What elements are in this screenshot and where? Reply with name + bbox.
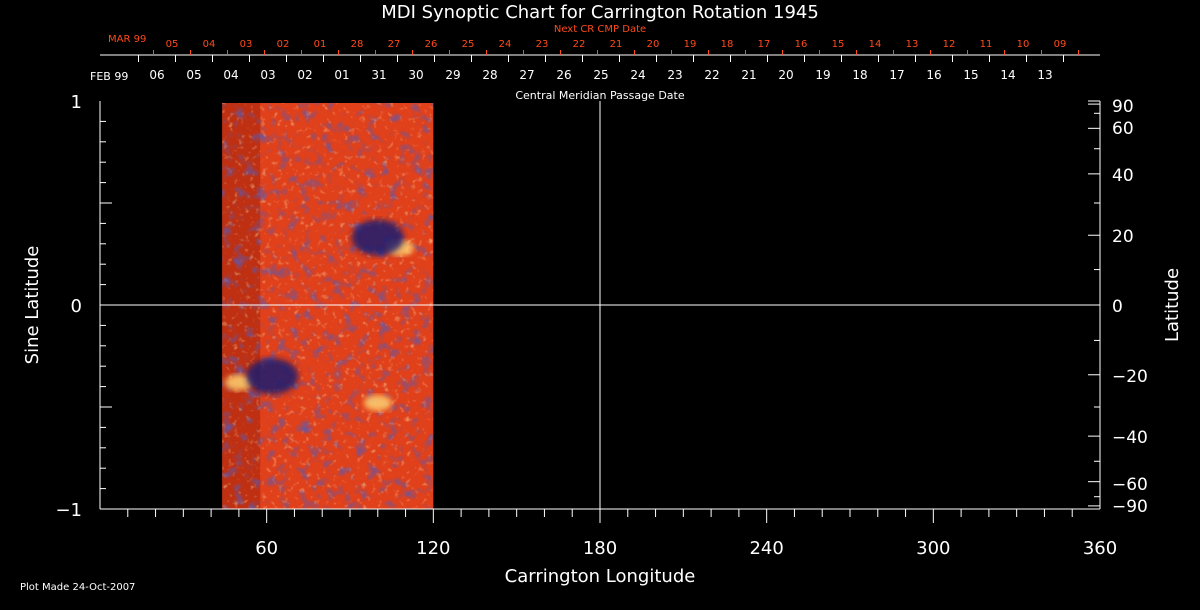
cmp-date-label: 14 xyxy=(1000,68,1015,82)
magnetogram-map xyxy=(222,103,434,509)
cmp-date-label: 25 xyxy=(593,68,608,82)
next-cr-date-label: 04 xyxy=(203,39,216,50)
dark-region xyxy=(351,219,404,256)
cmp-date-label: 13 xyxy=(1037,68,1052,82)
y-right-tick-label: 90 xyxy=(1112,97,1134,117)
plot-made-footer: Plot Made 24-Oct-2007 xyxy=(20,582,135,593)
cmp-date-label: 22 xyxy=(704,68,719,82)
cmp-date-label: 02 xyxy=(297,68,312,82)
next-cr-date-label: 11 xyxy=(980,39,993,50)
x-tick-label: 240 xyxy=(749,538,783,559)
cmp-date-label: 20 xyxy=(778,68,793,82)
x-tick-label: 360 xyxy=(1083,538,1117,559)
next-cr-date-label: 16 xyxy=(795,39,808,50)
next-cr-date-label: 03 xyxy=(240,39,253,50)
cmp-date-label: 06 xyxy=(149,68,164,82)
y-axis-label-right: Latitude xyxy=(1162,268,1183,342)
x-tick-label: 300 xyxy=(916,538,950,559)
cmp-date-label: 18 xyxy=(852,68,867,82)
cmp-date-label: 17 xyxy=(889,68,904,82)
y-right-tick-label: −90 xyxy=(1112,497,1148,517)
cmp-date-label: 28 xyxy=(482,68,497,82)
y-right-tick-label: 60 xyxy=(1112,119,1134,139)
cmp-date-label: 23 xyxy=(667,68,682,82)
cmp-date-label: 16 xyxy=(926,68,941,82)
cmp-date-label: 04 xyxy=(223,68,238,82)
x-tick-label: 60 xyxy=(255,538,278,559)
next-cr-date-label: 23 xyxy=(536,39,549,50)
y-right-tick-label: 20 xyxy=(1112,227,1134,247)
cmp-date-label: 27 xyxy=(519,68,534,82)
next-cr-date-label: 18 xyxy=(721,39,734,50)
cmp-date-label: 29 xyxy=(445,68,460,82)
bright-region xyxy=(224,374,253,391)
x-axis-label: Carrington Longitude xyxy=(505,566,696,587)
next-cr-date-label: 13 xyxy=(906,39,919,50)
chart-title: MDI Synoptic Chart for Carrington Rotati… xyxy=(381,2,819,23)
y-left-tick-label: 1 xyxy=(71,92,82,113)
next-cr-date-label: 24 xyxy=(499,39,512,50)
next-cr-axis-label: Next CR CMP Date xyxy=(554,24,646,35)
next-cr-date-label: 19 xyxy=(684,39,697,50)
y-axis-label-left: Sine Latitude xyxy=(22,246,43,365)
next-cr-date-label: 25 xyxy=(462,39,475,50)
next-cr-date-label: 05 xyxy=(166,39,179,50)
cmp-date-label: 31 xyxy=(371,68,386,82)
cmp-date-label: 19 xyxy=(815,68,830,82)
y-right-tick-label: 40 xyxy=(1112,166,1134,186)
next-cr-date-label: 01 xyxy=(314,39,327,50)
x-tick-label: 120 xyxy=(416,538,450,559)
next-cr-date-label: 21 xyxy=(610,39,623,50)
cmp-date-label: 01 xyxy=(334,68,349,82)
map-dark-texture xyxy=(222,103,434,509)
cmp-date-label: 15 xyxy=(963,68,978,82)
cmp-date-label: 30 xyxy=(408,68,423,82)
next-cr-date-label: 17 xyxy=(758,39,771,50)
y-left-tick-label: 0 xyxy=(71,296,82,317)
next-cr-date-label: 14 xyxy=(869,39,882,50)
next-cr-date-label: 02 xyxy=(277,39,290,50)
y-right-tick-label: −40 xyxy=(1112,428,1148,448)
cmp-date-label: 21 xyxy=(741,68,756,82)
next-cr-month-label: MAR 99 xyxy=(108,34,146,45)
next-cr-date-label: 26 xyxy=(425,39,438,50)
next-cr-date-label: 12 xyxy=(943,39,956,50)
next-cr-date-label: 09 xyxy=(1054,39,1067,50)
y-right-tick-label: 0 xyxy=(1112,297,1123,317)
cmp-date-label: 26 xyxy=(556,68,571,82)
cmp-axis-label: Central Meridian Passage Date xyxy=(515,89,684,102)
y-right-tick-label: −60 xyxy=(1112,475,1148,495)
cmp-month-label: FEB 99 xyxy=(90,70,128,83)
cmp-date-label: 24 xyxy=(630,68,645,82)
next-cr-date-label: 27 xyxy=(388,39,401,50)
bright-region xyxy=(363,394,392,411)
y-left-tick-label: −1 xyxy=(55,500,82,521)
y-right-tick-label: −20 xyxy=(1112,367,1148,387)
cmp-date-label: 05 xyxy=(186,68,201,82)
next-cr-date-label: 28 xyxy=(351,39,364,50)
cmp-date-label: 03 xyxy=(260,68,275,82)
next-cr-date-label: 22 xyxy=(573,39,586,50)
dark-region xyxy=(246,358,299,395)
next-cr-date-label: 15 xyxy=(832,39,845,50)
x-tick-label: 180 xyxy=(583,538,617,559)
next-cr-date-label: 10 xyxy=(1017,39,1030,50)
next-cr-date-label: 20 xyxy=(647,39,660,50)
